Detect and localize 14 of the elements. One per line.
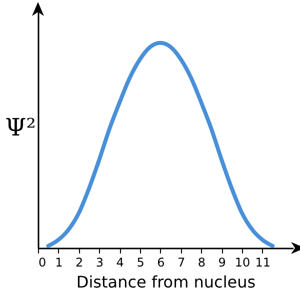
x-axis-title: Distance from nucleus: [76, 272, 256, 292]
x-tick-label: 11: [255, 256, 271, 270]
x-tick-label: 0: [38, 256, 46, 270]
x-tick-label: 1: [55, 256, 63, 270]
y-axis-title: Ψ²: [5, 114, 36, 142]
x-tick-label: 6: [157, 256, 165, 270]
x-tick-label: 8: [198, 256, 206, 270]
x-tick-label: 10: [234, 256, 250, 270]
x-tick-label: 5: [136, 256, 144, 270]
x-tick-label: 4: [116, 256, 124, 270]
x-tick-label: 2: [75, 256, 84, 270]
x-tick-label: 3: [96, 256, 104, 270]
x-tick-label: 9: [218, 256, 226, 270]
x-tick-label: 7: [177, 256, 186, 270]
